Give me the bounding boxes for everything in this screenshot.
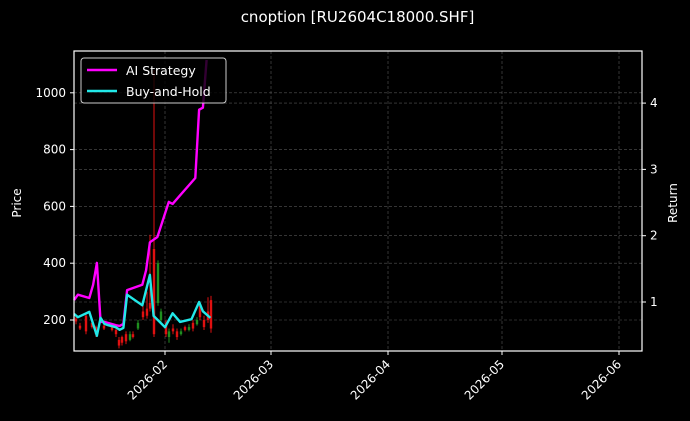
- candle-body: [148, 302, 152, 309]
- candle-body: [156, 263, 160, 303]
- candle-body: [114, 329, 118, 335]
- candle-body: [179, 331, 183, 335]
- y-tick-label: 800: [43, 143, 66, 157]
- candle-body: [195, 320, 199, 325]
- y-tick-label: 200: [43, 313, 66, 327]
- y-right-tick-label: 3: [650, 162, 658, 176]
- plot-frame: [73, 50, 643, 352]
- candle-body: [78, 325, 82, 329]
- candle-body: [167, 331, 171, 338]
- candle-body: [124, 334, 128, 342]
- x-tick-label: 2026-04: [348, 357, 393, 402]
- legend-label-buy-and-hold: Buy-and-Hold: [126, 84, 211, 99]
- candle-body: [131, 334, 135, 338]
- candle-body: [128, 334, 132, 340]
- legend-label-ai-strategy: AI Strategy: [126, 63, 196, 78]
- y-axis-left: 200 400 600 800 1000: [35, 86, 74, 327]
- candle-body: [164, 322, 168, 335]
- candle-body: [183, 327, 187, 330]
- y-tick-label: 600: [43, 199, 66, 213]
- candle-body: [117, 339, 121, 346]
- candle-body: [175, 331, 179, 338]
- x-axis: 2026-02 2026-03 2026-04 2026-05 2026-06: [125, 351, 624, 403]
- candle-body: [191, 322, 195, 329]
- candle-body: [136, 322, 140, 329]
- candle-body: [171, 328, 175, 332]
- ai-strategy-line: [73, 59, 208, 328]
- y-right-tick-label: 1: [650, 295, 658, 309]
- candle-body: [202, 320, 206, 328]
- chart-title: cnoption [RU2604C18000.SHF]: [240, 8, 475, 26]
- y-right-tick-label: 4: [650, 96, 658, 110]
- y-tick-label: 400: [43, 256, 66, 270]
- candle-body: [110, 327, 114, 330]
- candlesticks: [74, 70, 213, 349]
- candle-body: [90, 322, 94, 328]
- y-axis-left-label: Price: [10, 188, 24, 217]
- candle-body: [145, 308, 149, 316]
- x-tick-label: 2026-05: [462, 357, 507, 402]
- series-lines: [73, 59, 212, 337]
- x-tick-label: 2026-06: [579, 357, 624, 402]
- legend: AI Strategy Buy-and-Hold: [80, 57, 227, 104]
- buy-and-hold-line: [73, 273, 212, 337]
- candle-body: [209, 300, 213, 329]
- candle-body: [84, 315, 88, 332]
- candle-body: [159, 311, 163, 320]
- candle-body: [198, 305, 202, 318]
- x-tick-label: 2026-02: [125, 357, 170, 402]
- grid-lines: [74, 51, 642, 351]
- candle-body: [152, 249, 156, 335]
- y-tick-label: 1000: [35, 86, 66, 100]
- legend-box: [80, 57, 227, 104]
- candle-body: [102, 325, 106, 329]
- y-axis-right-label: Return: [666, 183, 680, 223]
- y-right-tick-label: 2: [650, 229, 658, 243]
- candle-body: [141, 311, 145, 318]
- candle-body: [74, 318, 78, 322]
- candle-body: [120, 337, 124, 343]
- candle-body: [187, 327, 191, 330]
- y-axis-right: 1 2 3 4: [642, 96, 658, 309]
- x-tick-label: 2026-03: [231, 357, 276, 402]
